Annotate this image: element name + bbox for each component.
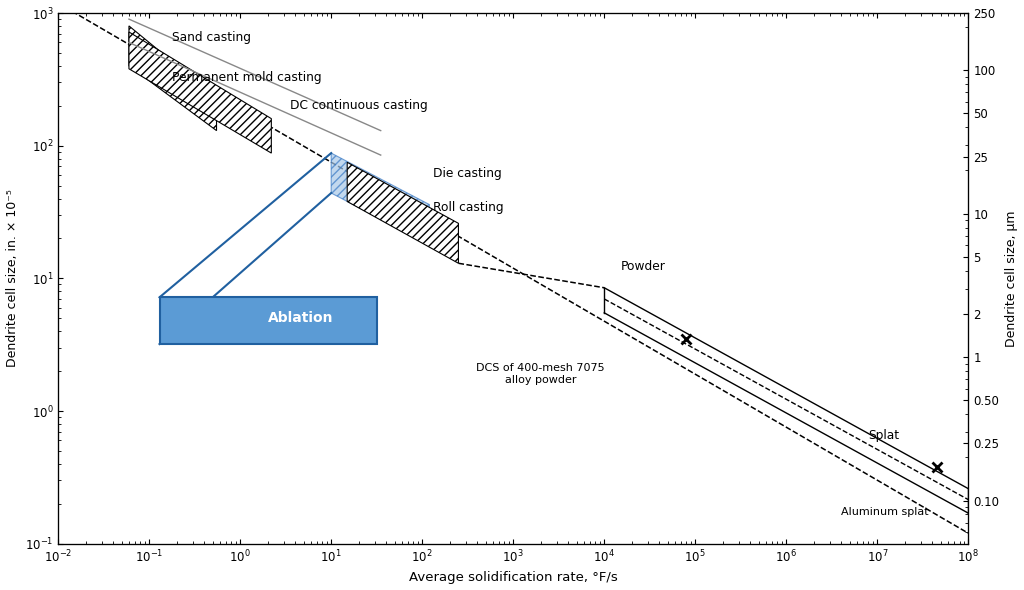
Polygon shape (129, 26, 216, 130)
Y-axis label: Dendrite cell size, in. × 10⁻⁵: Dendrite cell size, in. × 10⁻⁵ (6, 189, 19, 368)
Text: Ablation: Ablation (267, 312, 333, 325)
Text: DCS of 400-mesh 7075
alloy powder: DCS of 400-mesh 7075 alloy powder (476, 363, 605, 385)
Text: DC continuous casting: DC continuous casting (290, 99, 427, 112)
Text: Splat: Splat (868, 428, 900, 441)
Bar (160, 297, 377, 344)
Text: Roll casting: Roll casting (432, 201, 503, 214)
Text: Powder: Powder (621, 260, 666, 273)
Y-axis label: Dendrite cell size, μm: Dendrite cell size, μm (1005, 210, 1018, 347)
Polygon shape (331, 153, 429, 244)
Text: Die casting: Die casting (432, 167, 502, 180)
Text: Permanent mold casting: Permanent mold casting (172, 71, 322, 84)
X-axis label: Average solidification rate, °F/s: Average solidification rate, °F/s (409, 571, 617, 584)
Polygon shape (347, 162, 459, 263)
Text: Aluminum splat: Aluminum splat (841, 507, 929, 517)
Polygon shape (129, 32, 271, 153)
Text: Sand casting: Sand casting (172, 31, 251, 44)
